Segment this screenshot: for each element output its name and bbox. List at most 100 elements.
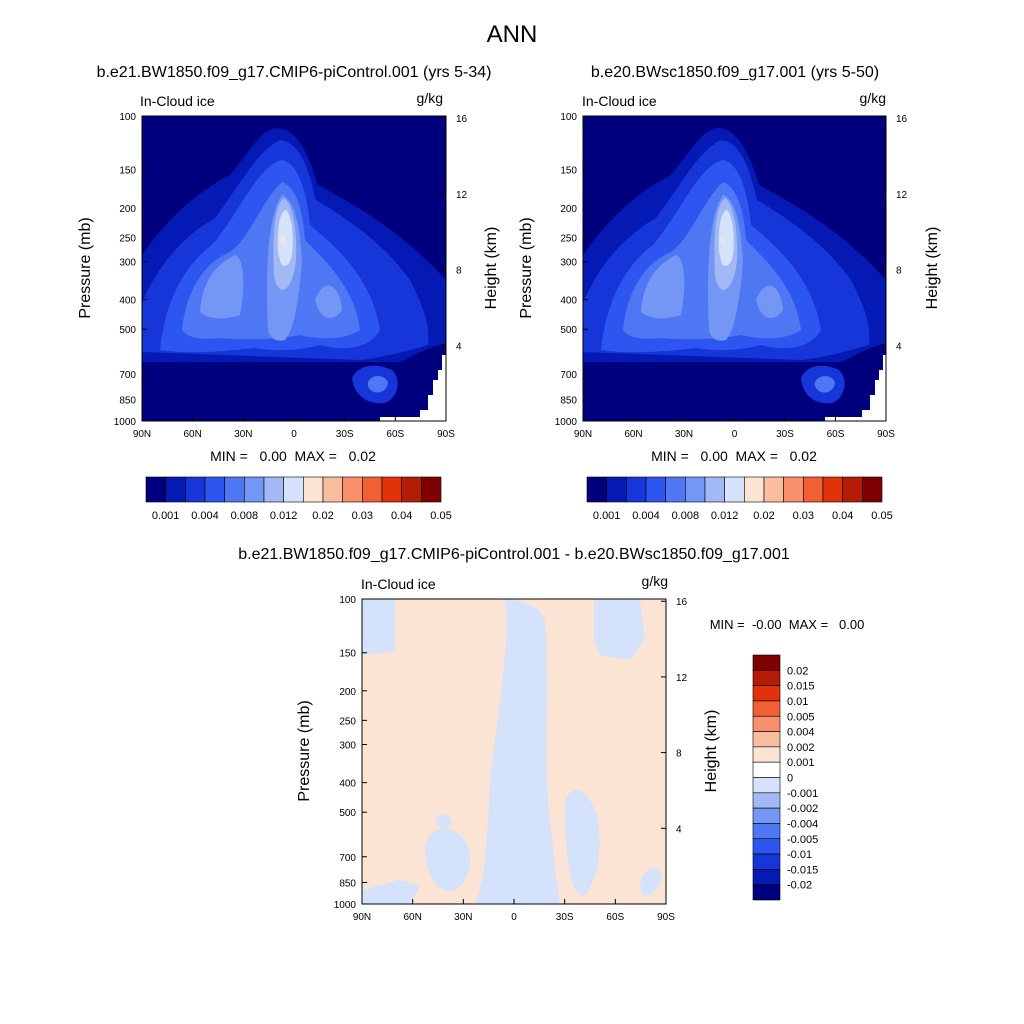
y-tick-label: 250 xyxy=(339,716,356,727)
y-axis: 100 150 200 250 300 400 500 700 850 1000 xyxy=(114,112,147,428)
contour-level-negative xyxy=(362,599,662,904)
x-tick-label: 90S xyxy=(877,429,895,440)
y-tick-label: 850 xyxy=(560,395,577,406)
y-axis: 100 150 200 250 300 400 500 700 850 1000 xyxy=(555,112,588,428)
y-tick-label: 400 xyxy=(119,296,136,307)
x-tick-label: 30N xyxy=(675,429,693,440)
x-tick-label: 30S xyxy=(776,429,794,440)
colorbar-label: 0.01 xyxy=(787,696,808,708)
colorbar-swatch xyxy=(244,476,265,503)
colorbar-swatch xyxy=(401,476,422,503)
panel-title: b.e21.BW1850.f09_g17.CMIP6-piControl.001… xyxy=(238,546,790,563)
contour-level-5 xyxy=(641,195,783,341)
colorbar-label: 0.008 xyxy=(231,510,259,522)
colorbar-label: 0.004 xyxy=(191,510,219,522)
colorbar-label: -0.01 xyxy=(787,849,812,861)
colorbar-label: 0 xyxy=(787,773,793,785)
y-tick-label: 700 xyxy=(119,370,136,381)
colorbar-label: 0.008 xyxy=(672,510,700,522)
colorbar-swatch xyxy=(842,476,863,503)
y-tick-label: 200 xyxy=(339,687,356,698)
colorbar-swatch xyxy=(204,476,225,503)
colorbar-swatch xyxy=(744,476,765,503)
colorbar-swatch xyxy=(783,476,804,503)
contour-peak xyxy=(280,236,286,244)
y-tick-label: 300 xyxy=(560,258,577,269)
x-tick-label: 60S xyxy=(827,429,845,440)
units-label: g/kg xyxy=(860,90,886,106)
colorbar-swatch xyxy=(752,654,781,671)
panel-control: b.e21.BW1850.f09_g17.CMIP6-piControl.001… xyxy=(77,64,500,522)
y-tick-label: 500 xyxy=(560,325,577,336)
x-tick-label: 90N xyxy=(133,429,151,440)
y-tick-label: 100 xyxy=(119,112,136,123)
colorbar-swatch xyxy=(322,476,343,503)
x-tick-label: 60N xyxy=(624,429,642,440)
stats-label: MIN = -0.00 MAX = 0.00 xyxy=(710,617,865,632)
contour-low-level-inner xyxy=(814,376,835,393)
colorbar-swatch xyxy=(303,476,324,503)
colorbar-label: 0.004 xyxy=(632,510,660,522)
x-tick-label: 0 xyxy=(511,912,517,923)
y-right-tick-label: 8 xyxy=(676,749,682,760)
contour-plot xyxy=(362,599,666,904)
y-right-tick-label: 12 xyxy=(456,190,468,201)
panel-title: b.e20.BWsc1850.f09_g17.001 (yrs 5-50) xyxy=(591,64,879,81)
colorbar-label: 0.05 xyxy=(430,510,451,522)
colorbar-swatch xyxy=(763,476,784,503)
contour-peak xyxy=(721,237,725,243)
colorbar-label: 0.015 xyxy=(787,681,815,693)
y-tick-label: 150 xyxy=(560,166,577,177)
colorbar-swatch xyxy=(752,884,781,901)
colorbar-swatch xyxy=(752,700,781,717)
x-tick-label: 60N xyxy=(183,429,201,440)
colorbar-label: -0.02 xyxy=(787,880,812,892)
main-title: ANN xyxy=(487,21,538,48)
y-tick-label: 700 xyxy=(560,370,577,381)
colorbar-label: 0.002 xyxy=(787,742,815,754)
colorbar-swatch xyxy=(283,476,304,503)
colorbar-swatch xyxy=(752,715,781,732)
y-tick-label: 150 xyxy=(119,166,136,177)
y-tick-label: 400 xyxy=(560,296,577,307)
colorbar-label: 0.03 xyxy=(352,510,373,522)
y-axis-label: Pressure (mb) xyxy=(518,217,535,318)
colorbar-swatch xyxy=(224,476,245,503)
stats-label: MIN = 0.00 MAX = 0.02 xyxy=(210,448,376,464)
colorbar-swatch xyxy=(342,476,363,503)
panel-experiment: b.e20.BWsc1850.f09_g17.001 (yrs 5-50) In… xyxy=(518,64,941,522)
y-axis: 100 150 200 250 300 400 500 700 850 1000 xyxy=(334,595,367,911)
colorbar-label: 0.005 xyxy=(787,711,815,723)
colorbar-label: 0.012 xyxy=(711,510,739,522)
colorbar-swatch xyxy=(185,476,206,503)
contour-low-level-inner xyxy=(367,376,388,393)
colorbar-label: 0.004 xyxy=(787,727,815,739)
colorbar: 0.02 0.015 0.01 0.005 0.004 0.002 0.001 0 -0.001… xyxy=(752,654,818,901)
y-tick-label: 200 xyxy=(119,204,136,215)
x-tick-label: 90N xyxy=(574,429,592,440)
y-tick-label: 500 xyxy=(119,325,136,336)
colorbar-swatch xyxy=(145,476,166,503)
colorbar-swatch xyxy=(752,746,781,763)
y-tick-label: 1000 xyxy=(334,900,357,911)
panel-title: b.e21.BW1850.f09_g17.CMIP6-piControl.001… xyxy=(97,64,492,81)
colorbar-label: 0.02 xyxy=(787,665,808,677)
colorbar-swatch xyxy=(752,777,781,794)
y-axis-right: 16 12 8 4 xyxy=(881,114,908,352)
y-tick-label: 100 xyxy=(560,112,577,123)
colorbar-swatch xyxy=(724,476,745,503)
y-tick-label: 1000 xyxy=(555,417,578,428)
colorbar-label: 0.02 xyxy=(312,510,333,522)
colorbar-label: 0.04 xyxy=(391,510,412,522)
contour-plot xyxy=(142,116,446,421)
contour-level-7 xyxy=(277,210,293,266)
y-tick-label: 200 xyxy=(560,204,577,215)
x-tick-label: 60S xyxy=(386,429,404,440)
units-label: g/kg xyxy=(417,90,443,106)
colorbar-label: 0.05 xyxy=(871,510,892,522)
x-axis: 90N 60N 30N 0 30S 60S 90S xyxy=(574,416,895,440)
contour-level-5 xyxy=(200,195,342,341)
colorbar-swatch xyxy=(263,476,284,503)
colorbar-swatch xyxy=(803,476,824,503)
y-axis-label: Pressure (mb) xyxy=(77,217,94,318)
